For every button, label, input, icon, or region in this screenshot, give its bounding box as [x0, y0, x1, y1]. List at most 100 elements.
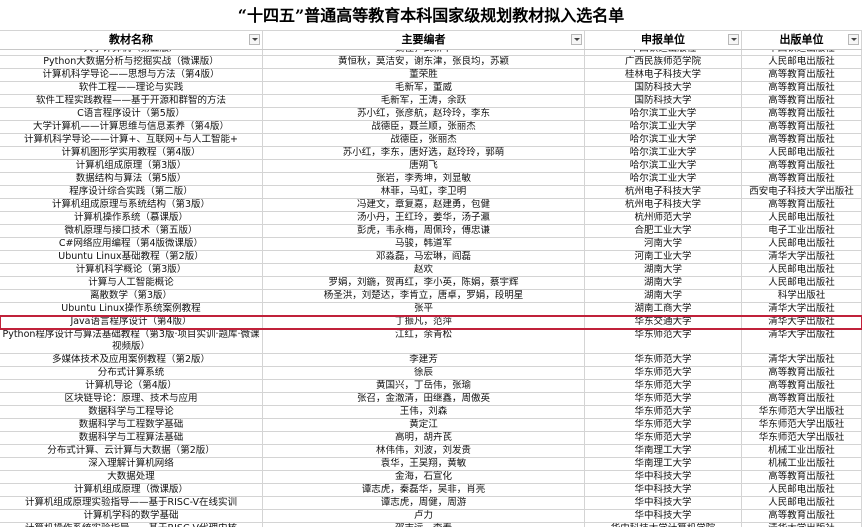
table-row: Ubuntu Linux操作系统案例教程 张平 湖南工商大学 清华大学出版社	[0, 303, 862, 316]
sheet-title: “十四五”普通高等教育本科国家级规划教材拟入选名单	[0, 0, 862, 31]
table-cell: 高等教育出版社	[742, 173, 862, 185]
table-cell: 邓淼磊，马宏琳，阎磊	[263, 251, 585, 263]
table-cell: 华中科技大学	[585, 497, 742, 509]
table-cell: 战德臣，张丽杰	[263, 134, 585, 146]
table-cell: 魏佳，武新华	[263, 50, 585, 55]
table-cell: 华中科技大学计算机学院	[585, 523, 742, 527]
table-cell: 计算机组成原理与系统结构（第3版）	[0, 199, 263, 211]
table-cell: 中国铁道出版社	[742, 50, 862, 55]
table-cell: 高等教育出版社	[742, 69, 862, 81]
table-cell: 湖南工商大学	[585, 303, 742, 315]
table-cell: 李建芳	[263, 354, 585, 366]
table-cell: 多媒体技术及应用案例教程（第2版）	[0, 354, 263, 366]
table-row: 计算机学科的数学基础 卢力 华中科技大学 高等教育出版社	[0, 510, 862, 523]
table-row: Ubuntu Linux基础教程（第2版） 邓淼磊，马宏琳，阎磊 河南工业大学 清华大…	[0, 251, 862, 264]
table-row: Java语言程序设计（第4版） 丁振凡，范萍 华东交通大学 清华大学出版社	[0, 315, 862, 330]
table-cell: 林伟伟，刘波，刘发贵	[263, 445, 585, 457]
table-cell: 计算机导论（第4版）	[0, 380, 263, 392]
table-cell: 丁振凡，范萍	[263, 316, 585, 328]
column-title: 出版单位	[779, 33, 824, 46]
table-cell: Ubuntu Linux操作系统案例教程	[0, 303, 263, 315]
table-cell: 金海，石宣化	[263, 471, 585, 483]
table-cell: 机械工业出版社	[742, 445, 862, 457]
table-cell: 苏小红，李东，唐好选，赵玲玲，郭萌	[263, 147, 585, 159]
table-cell: 高等教育出版社	[742, 108, 862, 120]
table-row: 数据科学与工程导论 王伟，刘森 华东师范大学 华东师范大学出版社	[0, 406, 862, 419]
filter-button[interactable]	[571, 34, 582, 45]
column-header: 教材名称	[0, 31, 263, 49]
table-cell: 战德臣，聂兰顺，张丽杰	[263, 121, 585, 133]
table-cell: 杨圣洪，刘楚达，李肯立，唐卓，罗娟，段明星	[263, 290, 585, 302]
filter-button[interactable]	[848, 34, 859, 45]
table-cell: 大学计算机（第五版）	[0, 50, 263, 55]
table-cell: 林菲，马虹，李卫明	[263, 186, 585, 198]
table-cell: 计算机科学概论（第3版）	[0, 264, 263, 276]
table-cell: 科学出版社	[742, 290, 862, 302]
table-cell: 袁华，王昊翔，黄敏	[263, 458, 585, 470]
table-row: 计算机图形学实用教程（第4版） 苏小红，李东，唐好选，赵玲玲，郭萌 哈尔滨工业大学人…	[0, 147, 862, 160]
filter-button[interactable]	[249, 34, 260, 45]
table-cell: 哈尔滨工业大学	[585, 134, 742, 146]
table-cell: 广西民族师范学院	[585, 56, 742, 68]
table-cell: 计算机组成原理实验指导——基于RISC-V在线实训	[0, 497, 263, 509]
table-cell: 高等教育出版社	[742, 199, 862, 211]
table-cell: 大数据处理	[0, 471, 263, 483]
rows: 大学计算机（第五版）魏佳，武新华中国铁道出版社中国铁道出版社Python大数据分…	[0, 50, 862, 527]
table-cell: 王伟，刘森	[263, 406, 585, 418]
table-cell: 清华大学出版社	[742, 329, 862, 353]
table-row: 大数据处理 金海，石宣化 华中科技大学 高等教育出版社	[0, 471, 862, 484]
table-row: Python程序设计与算法基础教程（第3版·项目实训·题库·微课视频版） 江红，余…	[0, 329, 862, 354]
filter-button[interactable]	[728, 34, 739, 45]
table-cell: 苏小红，张彦航，赵玲玲，李东	[263, 108, 585, 120]
table-row: 数据结构与算法（第5版） 张岩，李秀坤，刘显敏 哈尔滨工业大学 高等教育出版社	[0, 173, 862, 186]
table-row: 计算机操作系统实验指导——基于RISC-V代理内核邵志远，李春华中科技大学计算机…	[0, 523, 862, 527]
table-cell: Python大数据分析与挖掘实战（微课版）	[0, 56, 263, 68]
table-cell: 清华大学出版社	[742, 354, 862, 366]
table-cell: 程序设计综合实践（第二版）	[0, 186, 263, 198]
column-title: 申报单位	[641, 33, 685, 46]
table-cell: 华东师范大学	[585, 419, 742, 431]
table-cell: 电子工业出版社	[742, 225, 862, 237]
table-cell: 人民邮电出版社	[742, 212, 862, 224]
table-cell: Python程序设计与算法基础教程（第3版·项目实训·题库·微课视频版）	[0, 329, 263, 353]
table-cell: 杭州师范大学	[585, 212, 742, 224]
table-row: 数据科学与工程数学基础 黄定江 华东师范大学 华东师范大学出版社	[0, 419, 862, 432]
table-cell: Ubuntu Linux基础教程（第2版）	[0, 251, 263, 263]
table-cell: 高等教育出版社	[742, 393, 862, 405]
table-cell: 人民邮电出版社	[742, 238, 862, 250]
table-cell: 罗娟，刘鍦，贺再红，李小英，陈娟，蔡宇辉	[263, 277, 585, 289]
table-row: 大学计算机——计算思维与信息素养（第4版） 战德臣，聂兰顺，张丽杰 哈尔滨工业大学高…	[0, 121, 862, 134]
table-cell: 黄国兴，丁岳伟，张瑜	[263, 380, 585, 392]
table-cell: Java语言程序设计（第4版）	[0, 316, 263, 328]
table-cell: 高等教育出版社	[742, 510, 862, 522]
table-cell: 高等教育出版社	[742, 471, 862, 483]
table-row: 数据科学与工程算法基础 高明，胡卉芪 华东师范大学 华东师范大学出版社	[0, 432, 862, 445]
table-cell: 哈尔滨工业大学	[585, 160, 742, 172]
table-cell: 汤小丹，王红玲，姜华，汤子瀛	[263, 212, 585, 224]
table-cell: 毛新军，董威	[263, 82, 585, 94]
table-cell: 高等教育出版社	[742, 95, 862, 107]
table-cell: 人民邮电出版社	[742, 147, 862, 159]
table-cell: C语言程序设计（第5版）	[0, 108, 263, 120]
table-cell: 华中科技大学	[585, 471, 742, 483]
table-cell: 华东师范大学	[585, 432, 742, 444]
table-cell: 数据科学与工程导论	[0, 406, 263, 418]
table-cell: 华东师范大学出版社	[742, 406, 862, 418]
table-row: 计算机操作系统（慕课版） 汤小丹，王红玲，姜华，汤子瀛 杭州师范大学 人民邮电出版社	[0, 212, 862, 225]
table-cell: 人民邮电出版社	[742, 497, 862, 509]
table-cell: 离散数学（第3版）	[0, 290, 263, 302]
table-cell: 华东师范大学	[585, 329, 742, 353]
table-cell: 杭州电子科技大学	[585, 199, 742, 211]
table-cell: 高等教育出版社	[742, 380, 862, 392]
table-cell: 人民邮电出版社	[742, 264, 862, 276]
table-cell: 董荣胜	[263, 69, 585, 81]
table-row: C#网络应用编程（第4版微课版） 马骏，韩道军 河南大学 人民邮电出版社	[0, 238, 862, 251]
table-cell: 黄定江	[263, 419, 585, 431]
table-cell: 桂林电子科技大学	[585, 69, 742, 81]
table-cell: 黄恒秋，莫洁安，谢东津，张良均，苏颖	[263, 56, 585, 68]
table-cell: 江红，余青松	[263, 329, 585, 353]
table-cell: 杭州电子科技大学	[585, 186, 742, 198]
table-cell: 高等教育出版社	[742, 121, 862, 133]
table-cell: 湖南大学	[585, 290, 742, 302]
table-cell: 谭志虎，秦磊华，吴非，肖亮	[263, 484, 585, 496]
